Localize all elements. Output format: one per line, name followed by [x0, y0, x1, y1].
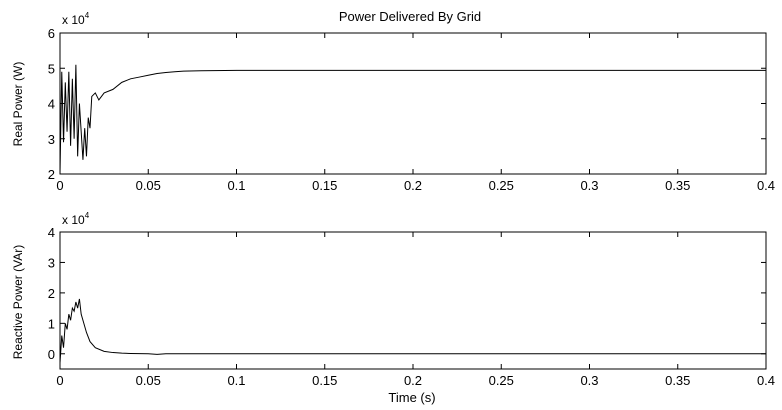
- y-axis-label: Reactive Power (VAr): [11, 245, 25, 359]
- x-tick-label: 0.4: [757, 373, 775, 388]
- x-tick-label: 0.2: [404, 373, 422, 388]
- y-exponent-label: x 104: [62, 211, 90, 227]
- series-line: [59, 298, 766, 363]
- axes-frame: [59, 32, 767, 175]
- axes-frame: [59, 231, 767, 370]
- x-tick-label: 0.05: [136, 373, 161, 388]
- real-power-subplot: Power Delivered By Grid x 104 Real Power…: [11, 9, 775, 193]
- y-tick-label: 4: [48, 225, 55, 240]
- y-exponent-label: x 104: [62, 11, 90, 27]
- chart-title: Power Delivered By Grid: [339, 9, 481, 24]
- x-tick-label: 0.05: [136, 178, 161, 193]
- x-tick-label: 0.25: [489, 373, 514, 388]
- x-tick-label: 0.1: [227, 178, 245, 193]
- y-tick-label: 2: [48, 286, 55, 301]
- x-tick-label: 0.1: [227, 373, 245, 388]
- y-tick-label: 3: [48, 132, 55, 147]
- tick-labels: 0 0.05 0.1 0.15 0.2 0.25 0.3 0.35 0.4 0 1 2 3 4: [48, 225, 775, 388]
- y-tick-label: 4: [48, 97, 55, 112]
- y-tick-label: 1: [48, 316, 55, 331]
- x-tick-label: 0.25: [489, 178, 514, 193]
- y-axis-label: Real Power (W): [11, 62, 25, 147]
- series-line: [59, 64, 766, 175]
- x-tick-label: 0.15: [312, 178, 337, 193]
- reactive-power-subplot: x 104 Reactive Power (VAr) Time (s) 0 0.0…: [11, 211, 775, 405]
- y-tick-label: 2: [48, 167, 55, 182]
- x-tick-label: 0: [56, 178, 63, 193]
- tick-labels: 0 0.05 0.1 0.15 0.2 0.25 0.3 0.35 0.4 2 3 4 5 6: [48, 26, 775, 193]
- y-tick-label: 6: [48, 26, 55, 41]
- x-axis-label: Time (s): [388, 390, 435, 405]
- y-tick-label: 3: [48, 255, 55, 270]
- x-tick-label: 0.15: [312, 373, 337, 388]
- y-tick-label: 5: [48, 61, 55, 76]
- axis-ticks: [59, 32, 767, 175]
- x-tick-label: 0.2: [404, 178, 422, 193]
- x-tick-label: 0: [56, 373, 63, 388]
- x-tick-label: 0.35: [665, 178, 690, 193]
- axis-ticks: [59, 231, 767, 369]
- y-tick-label: 0: [48, 347, 55, 362]
- x-tick-label: 0.35: [665, 373, 690, 388]
- x-tick-label: 0.3: [580, 373, 598, 388]
- x-tick-label: 0.3: [580, 178, 598, 193]
- x-tick-label: 0.4: [757, 178, 775, 193]
